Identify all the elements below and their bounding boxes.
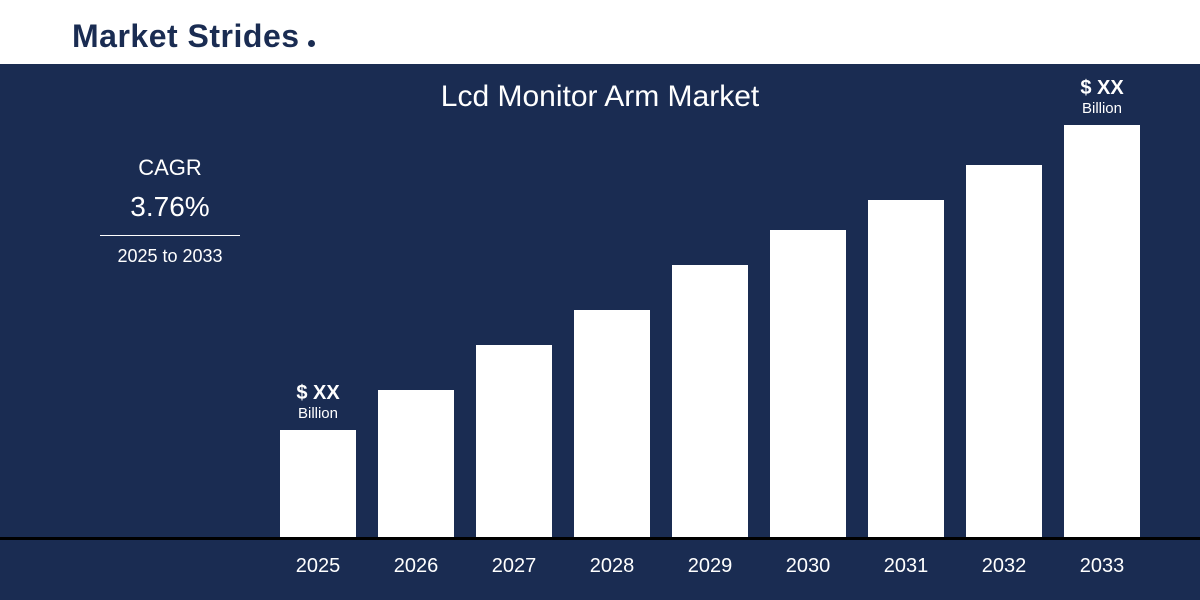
bar-value-callout: $ XXBillion <box>296 382 339 422</box>
bar-wrap <box>770 230 846 540</box>
bar-value-main: $ XX <box>296 382 339 405</box>
bar <box>378 390 454 540</box>
chart-title: Lcd Monitor Arm Market <box>0 80 1200 114</box>
bar-wrap <box>868 200 944 540</box>
brand-logo: Market Strides <box>72 18 315 55</box>
bar-value-callout: $ XXBillion <box>1080 77 1123 117</box>
chart-canvas: Market Strides Lcd Monitor Arm Market CA… <box>0 0 1200 600</box>
bar <box>868 200 944 540</box>
x-axis-label: 2032 <box>966 555 1042 578</box>
bar-wrap <box>378 390 454 540</box>
bar-wrap <box>966 165 1042 540</box>
cagr-value: 3.76% <box>95 191 245 223</box>
cagr-block: CAGR 3.76% 2025 to 2033 <box>95 155 245 267</box>
bar-value-main: $ XX <box>1080 77 1123 100</box>
cagr-range: 2025 to 2033 <box>95 246 245 267</box>
bar-wrap <box>476 345 552 540</box>
x-axis-label: 2027 <box>476 555 552 578</box>
cagr-divider <box>100 235 240 236</box>
cagr-label: CAGR <box>95 155 245 181</box>
bar-value-sub: Billion <box>1080 100 1123 117</box>
bar <box>1064 125 1140 540</box>
x-axis-label: 2029 <box>672 555 748 578</box>
bar-wrap <box>672 265 748 540</box>
brand-name: Market Strides <box>72 18 300 55</box>
x-axis-label: 2033 <box>1064 555 1140 578</box>
bar-wrap: $ XXBillion <box>280 430 356 540</box>
x-axis-label: 2030 <box>770 555 846 578</box>
bar <box>966 165 1042 540</box>
bar <box>574 310 650 540</box>
bars-row: $ XXBillion$ XXBillion <box>280 125 1150 540</box>
bar-wrap <box>574 310 650 540</box>
x-axis-baseline <box>0 537 1200 540</box>
bar-chart-area: $ XXBillion$ XXBillion <box>280 110 1150 540</box>
bar <box>770 230 846 540</box>
bar <box>476 345 552 540</box>
brand-dot-icon <box>308 40 315 47</box>
bar-wrap: $ XXBillion <box>1064 125 1140 540</box>
bar <box>672 265 748 540</box>
bar-value-sub: Billion <box>296 405 339 422</box>
x-axis-label: 2031 <box>868 555 944 578</box>
bar <box>280 430 356 540</box>
x-axis-label: 2026 <box>378 555 454 578</box>
x-axis-label: 2028 <box>574 555 650 578</box>
x-axis-label: 2025 <box>280 555 356 578</box>
x-axis-labels: 2025 2026 2027 2028 2029 2030 2031 2032 2033 <box>280 555 1150 578</box>
